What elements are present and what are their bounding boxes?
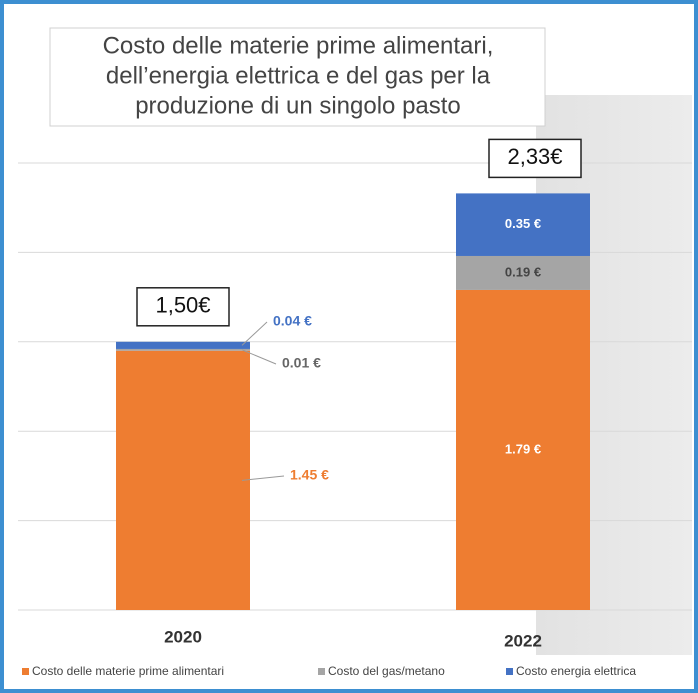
legend-swatch <box>506 668 513 675</box>
leader-line <box>241 321 268 346</box>
legend-label: Costo energia elettrica <box>516 664 636 678</box>
bar-segment <box>116 348 250 351</box>
title-box <box>49 27 546 127</box>
total-label: 1,50€ <box>155 293 210 318</box>
chart-title: dell’energia elettrica e del gas per la <box>106 62 491 89</box>
legend-label: Costo del gas/metano <box>328 664 445 678</box>
value-label: 0.35 € <box>505 216 541 231</box>
bar-segment <box>456 255 590 290</box>
bar-segment <box>456 289 590 610</box>
total-label: 2,33€ <box>507 144 562 169</box>
total-box <box>488 138 582 179</box>
x-tick-label: 2020 <box>164 627 202 646</box>
value-label: 0.01 € <box>282 355 321 371</box>
value-label: 1.79 € <box>505 441 541 456</box>
legend-swatch <box>22 668 29 675</box>
bar-segment <box>456 193 590 256</box>
value-label: 0.19 € <box>505 264 541 279</box>
leader-line <box>241 475 285 481</box>
leader-line <box>241 349 277 365</box>
legend-swatch <box>318 668 325 675</box>
value-label: 1.45 € <box>290 467 329 483</box>
chart-title: produzione di un singolo pasto <box>135 92 461 119</box>
chart-title: Costo delle materie prime alimentari, <box>103 32 494 59</box>
bar-segment <box>116 350 250 610</box>
x-tick-label: 2022 <box>504 631 542 650</box>
value-label: 0.04 € <box>273 313 312 329</box>
bar-segment <box>116 341 250 349</box>
legend-label: Costo delle materie prime alimentari <box>32 664 224 678</box>
total-box <box>136 287 230 327</box>
